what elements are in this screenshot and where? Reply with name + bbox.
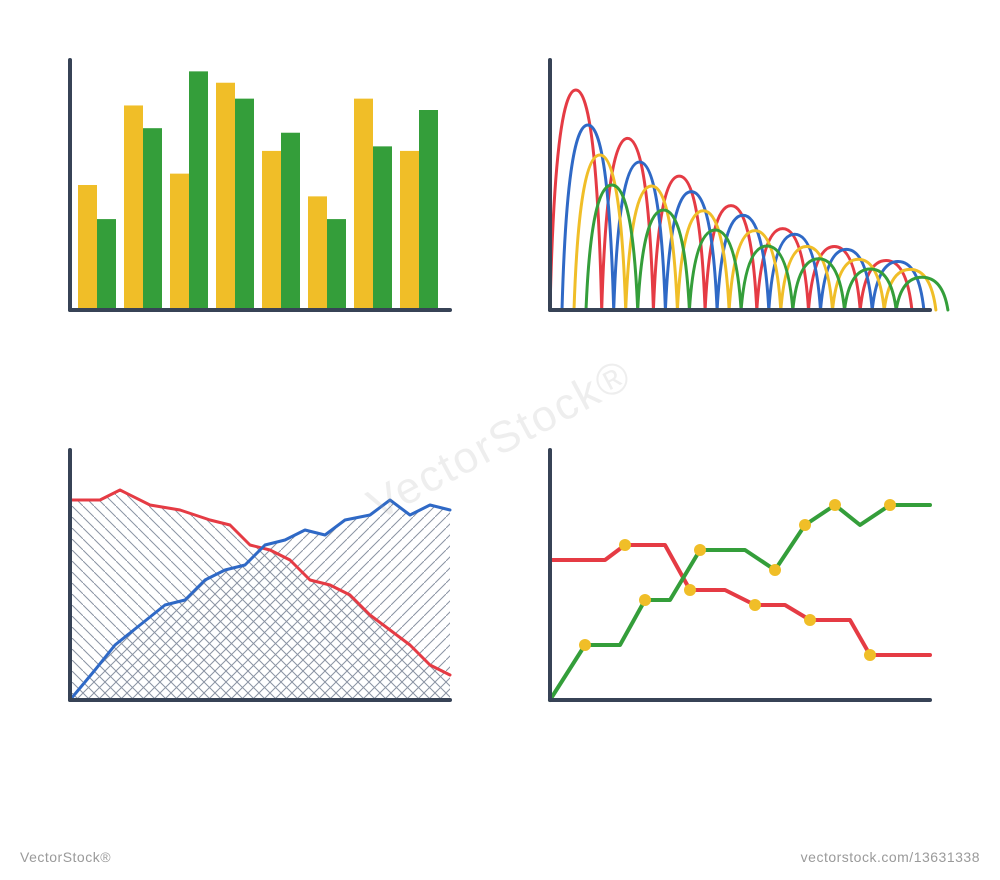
- panel-bar-chart: [50, 50, 470, 360]
- watermark-id: vectorstock.com/13631338: [801, 849, 980, 865]
- watermark-brand: VectorStock®: [20, 849, 111, 865]
- panel-area-chart: [50, 440, 470, 750]
- panel-marker-chart: [530, 440, 950, 750]
- chart-grid: [50, 50, 950, 750]
- panel-wave-chart: [530, 50, 950, 360]
